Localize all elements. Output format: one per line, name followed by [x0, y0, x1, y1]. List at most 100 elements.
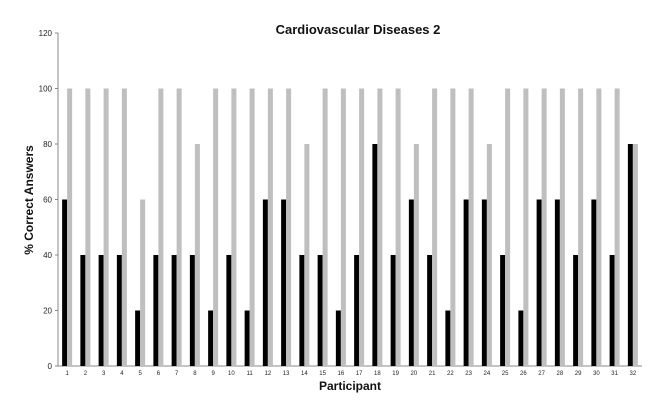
- bar-series-1: [463, 199, 469, 366]
- bar-series-1: [481, 199, 487, 366]
- bar-series-1: [317, 255, 323, 366]
- y-tick-label: 120: [39, 29, 53, 38]
- x-tick-label: 15: [319, 371, 326, 377]
- x-tick-label: 21: [429, 371, 436, 377]
- y-axis-title: % Correct Answers: [22, 145, 36, 255]
- bar-series-2: [505, 88, 511, 366]
- bar-series-2: [194, 144, 200, 366]
- x-tick-label: 31: [611, 371, 618, 377]
- x-tick-label: 2: [84, 371, 88, 377]
- x-tick-label: 20: [411, 371, 418, 377]
- x-tick-label: 6: [157, 371, 161, 377]
- bar-series-1: [372, 144, 378, 366]
- bar-series-1: [500, 255, 506, 366]
- x-tick-label: 22: [447, 371, 454, 377]
- bar-series-1: [116, 255, 122, 366]
- x-tick-label: 24: [484, 371, 491, 377]
- bar-series-1: [171, 255, 177, 366]
- y-tick-label: 0: [48, 362, 53, 371]
- y-tick-label: 20: [43, 307, 52, 316]
- bar-series-2: [395, 88, 401, 366]
- x-tick-label: 9: [211, 371, 215, 377]
- y-tick-label: 100: [39, 85, 53, 94]
- bar-series-1: [445, 310, 451, 366]
- bar-series-2: [359, 88, 365, 366]
- x-tick-label: 3: [102, 371, 106, 377]
- bar-series-2: [559, 88, 565, 366]
- bar-series-1: [244, 310, 250, 366]
- bar-series-1: [62, 199, 68, 366]
- x-tick-label: 23: [465, 371, 472, 377]
- x-tick-label: 1: [65, 371, 69, 377]
- bar-series-1: [408, 199, 414, 366]
- bar-series-2: [523, 88, 529, 366]
- bar-series-2: [158, 88, 164, 366]
- x-tick-label: 28: [557, 371, 564, 377]
- bar-series-1: [262, 199, 268, 366]
- bar-series-2: [541, 88, 547, 366]
- bar-series-2: [322, 88, 328, 366]
- x-tick-label: 25: [502, 371, 509, 377]
- bar-series-2: [267, 88, 273, 366]
- bar-series-2: [67, 88, 73, 366]
- y-tick-label: 60: [43, 196, 52, 205]
- bar-series-2: [304, 144, 310, 366]
- x-tick-label: 32: [630, 371, 637, 377]
- bar-series-2: [450, 88, 456, 366]
- bar-series-1: [390, 255, 396, 366]
- bar-series-2: [578, 88, 584, 366]
- bar-series-1: [226, 255, 232, 366]
- bar-series-2: [121, 88, 127, 366]
- bar-series-1: [518, 310, 524, 366]
- bar-series-2: [140, 199, 146, 366]
- bar-series-2: [85, 88, 91, 366]
- bar-series-1: [299, 255, 305, 366]
- x-tick-label: 7: [175, 371, 179, 377]
- x-tick-label: 12: [265, 371, 272, 377]
- x-tick-label: 11: [247, 371, 254, 377]
- bar-series-1: [627, 144, 633, 366]
- bar-series-2: [286, 88, 292, 366]
- bar-series-1: [554, 199, 560, 366]
- x-axis-title: Participant: [319, 379, 381, 393]
- y-tick-labels: 0 20 40 60 80 100 120: [39, 29, 58, 371]
- bar-series-1: [609, 255, 615, 366]
- bar-series-1: [591, 199, 597, 366]
- bar-series-2: [432, 88, 438, 366]
- x-tick-label: 18: [374, 371, 381, 377]
- bar-series-1: [135, 310, 141, 366]
- x-tick-label: 4: [120, 371, 124, 377]
- bar-series-1: [189, 255, 195, 366]
- x-tick-label: 19: [392, 371, 399, 377]
- bar-series-1: [335, 310, 341, 366]
- chart-title: Cardiovascular Diseases 2: [276, 22, 441, 37]
- bar-series-2: [176, 88, 182, 366]
- bar-series-1: [98, 255, 104, 366]
- x-tick-label: 16: [338, 371, 345, 377]
- x-tick-label: 26: [520, 371, 527, 377]
- x-tick-label: 17: [356, 371, 363, 377]
- x-tick-label: 13: [283, 371, 290, 377]
- bar-series-2: [231, 88, 237, 366]
- bar-series-2: [340, 88, 346, 366]
- x-tick-label: 10: [228, 371, 235, 377]
- bar-series-2: [486, 144, 492, 366]
- y-tick-label: 40: [43, 251, 52, 260]
- bar-series-2: [468, 88, 474, 366]
- bar-series-1: [573, 255, 579, 366]
- bar-series-2: [103, 88, 109, 366]
- bar-series-1: [427, 255, 433, 366]
- bar-series-1: [281, 199, 287, 366]
- x-tick-label: 27: [538, 371, 545, 377]
- bar-series-1: [80, 255, 86, 366]
- bar-series-2: [614, 88, 620, 366]
- y-tick-label: 80: [43, 140, 52, 149]
- bar-series-1: [153, 255, 159, 366]
- bars: [62, 88, 638, 366]
- bar-series-2: [213, 88, 219, 366]
- x-tick-label: 30: [593, 371, 600, 377]
- x-tick-label: 29: [575, 371, 582, 377]
- bar-series-1: [536, 199, 542, 366]
- bar-series-1: [354, 255, 360, 366]
